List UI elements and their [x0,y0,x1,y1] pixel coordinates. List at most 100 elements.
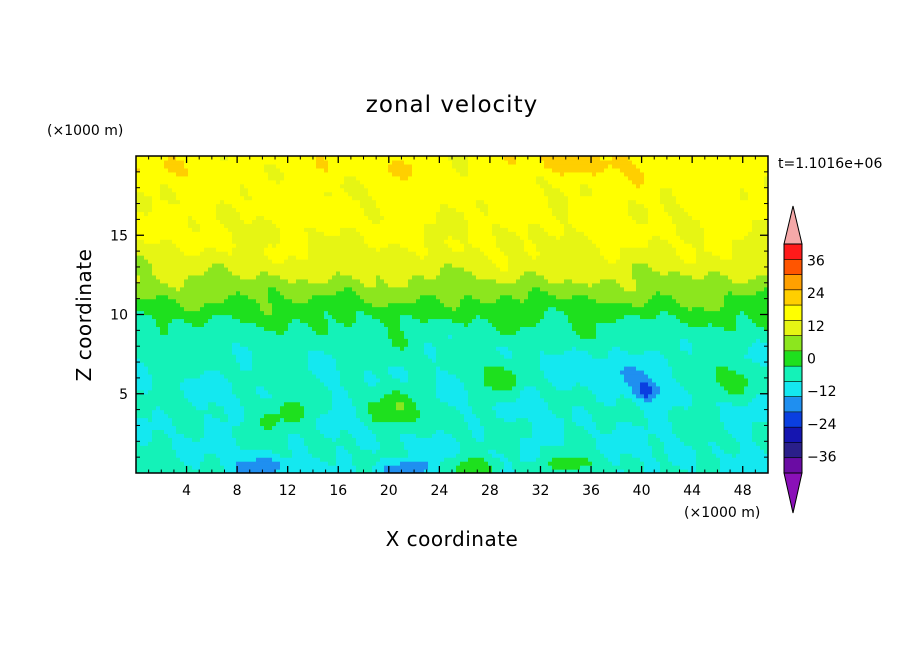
field-cell [360,346,365,351]
field-cell [148,211,153,217]
field-cell [220,290,225,296]
field-cell [352,310,357,316]
field-cell [152,425,157,431]
field-cell [192,381,197,387]
field-cell [248,187,253,193]
field-cell [212,235,217,240]
field-cell [176,235,181,240]
field-cell [256,330,261,335]
field-cell [380,215,385,220]
field-cell [312,437,317,442]
field-cell [172,243,177,248]
field-cell [324,239,329,244]
field-cell [328,362,333,367]
field-cell [208,318,213,324]
field-cell [332,302,337,308]
field-cell [364,342,369,347]
field-cell [144,354,149,359]
field-cell [264,366,269,371]
field-cell [228,187,233,193]
field-cell [344,389,349,395]
field-cell [212,290,217,296]
field-cell [280,326,285,331]
field-cell [352,338,357,343]
field-cell [196,358,201,363]
field-cell [292,167,297,173]
field-cell [276,156,281,161]
field-cell [364,239,369,244]
field-cell [156,377,161,383]
field-cell [328,369,333,375]
field-cell [268,187,273,193]
field-cell [352,278,357,284]
field-cell [320,461,325,466]
field-cell [312,322,317,327]
field-cell [380,306,385,312]
field-cell [372,259,377,264]
field-cell [196,326,201,331]
field-cell [356,179,361,185]
field-cell [324,445,329,450]
field-cell [208,211,213,217]
field-cell [136,393,141,399]
field-cell [344,381,349,387]
field-cell [336,421,341,427]
field-cell [348,421,353,427]
field-cell [320,286,325,292]
field-cell [352,286,357,292]
field-cell [216,354,221,359]
field-cell [180,235,185,240]
field-cell [244,358,249,363]
field-cell [200,207,205,213]
field-cell [216,215,221,220]
field-cell [260,227,265,232]
field-cell [172,350,177,355]
field-cell [240,453,245,458]
field-cell [280,409,285,415]
field-cell [368,338,373,343]
field-cell [200,195,205,201]
field-cell [316,227,321,232]
field-cell [376,330,381,335]
field-cell [316,369,321,375]
field-cell [276,393,281,399]
field-cell [220,330,225,335]
field-cell [208,441,213,446]
field-cell [364,330,369,335]
field-cell [200,373,205,379]
field-cell [232,433,237,438]
field-cell [324,282,329,288]
field-cell [360,318,365,324]
field-cell [196,219,201,224]
field-cell [348,453,353,458]
field-cell [156,227,161,232]
field-cell [224,461,229,466]
field-cell [176,163,181,169]
field-cell [264,251,269,256]
field-cell [312,219,317,224]
field-cell [352,175,357,181]
field-cell [180,413,185,419]
field-cell [256,219,261,224]
field-cell [204,338,209,343]
field-cell [228,437,233,442]
field-cell [328,306,333,312]
field-cell [380,453,385,458]
field-cell [284,354,289,359]
field-cell [180,377,185,383]
field-cell [252,187,257,193]
field-cell [312,243,317,248]
field-cell [244,175,249,181]
field-cell [280,346,285,351]
field-cell [164,437,169,442]
field-cell [164,251,169,256]
field-cell [360,377,365,383]
field-cell [344,354,349,359]
field-cell [164,247,169,252]
field-cell [168,425,173,431]
field-cell [356,457,361,462]
field-cell [380,231,385,236]
field-cell [252,425,257,431]
field-cell [184,330,189,335]
field-cell [316,421,321,427]
